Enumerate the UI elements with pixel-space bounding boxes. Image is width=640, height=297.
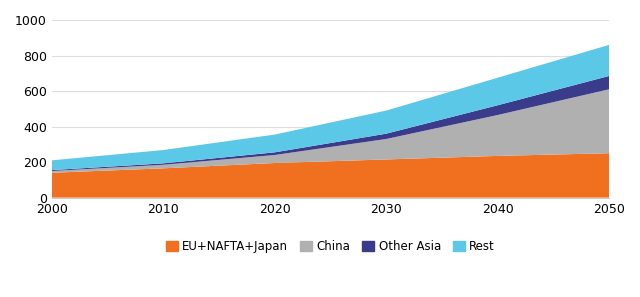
Legend: EU+NAFTA+Japan, China, Other Asia, Rest: EU+NAFTA+Japan, China, Other Asia, Rest: [161, 236, 500, 258]
